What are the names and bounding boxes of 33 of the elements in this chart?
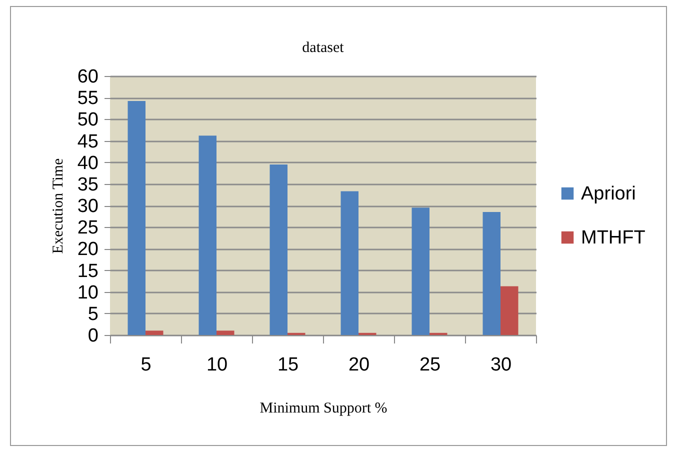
legend-label: MTHFT xyxy=(581,228,646,248)
y-tick-label: 15 xyxy=(77,260,98,282)
bar xyxy=(340,191,358,335)
bar xyxy=(128,101,146,335)
y-tick-label: 30 xyxy=(77,196,98,217)
x-tick-label: 30 xyxy=(490,354,512,376)
bar xyxy=(216,330,234,335)
bar xyxy=(482,212,500,335)
y-tick-label: 10 xyxy=(77,282,98,304)
chart-title: dataset xyxy=(302,40,345,56)
legend-label: Apriori xyxy=(581,184,636,204)
bar xyxy=(270,164,288,335)
y-tick-label: 60 xyxy=(77,66,98,88)
x-tick-label: 25 xyxy=(419,354,441,376)
y-tick-label: 55 xyxy=(77,88,98,110)
bar xyxy=(146,330,164,335)
y-tick-label: 45 xyxy=(77,131,98,152)
x-tick-label: 20 xyxy=(348,354,370,376)
bar xyxy=(412,208,430,335)
y-axis-title: Execution Time xyxy=(50,158,66,254)
x-tick-label: 15 xyxy=(277,354,299,376)
y-tick-label: 5 xyxy=(88,304,98,325)
y-tick-label: 0 xyxy=(88,326,98,346)
x-axis-title: Minimum Support % xyxy=(260,400,388,416)
bar xyxy=(500,286,518,335)
y-tick-label: 40 xyxy=(77,152,98,174)
y-tick-label: 25 xyxy=(77,218,98,239)
x-tick-label: 10 xyxy=(206,354,228,376)
y-tick-label: 50 xyxy=(77,110,98,131)
bar xyxy=(198,136,216,335)
y-tick-label: 35 xyxy=(77,174,98,196)
y-tick-label: 20 xyxy=(77,239,98,260)
x-tick-label: 5 xyxy=(140,354,152,376)
